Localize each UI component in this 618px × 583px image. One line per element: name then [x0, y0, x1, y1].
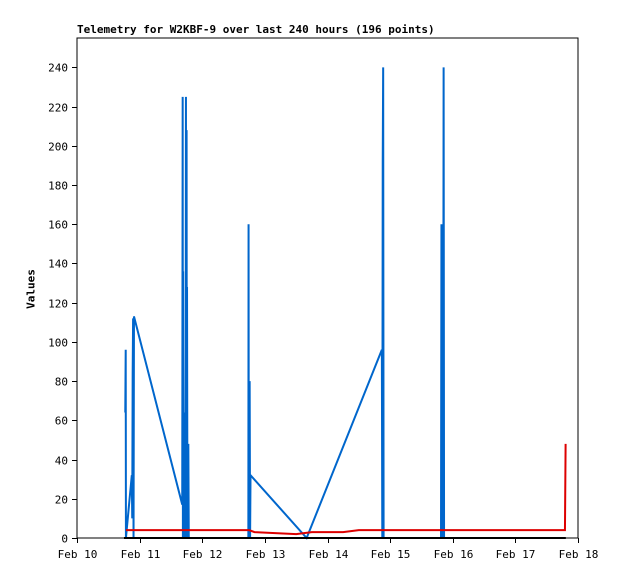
series-line-1 [125, 443, 567, 536]
y-axis-label: Values [24, 269, 38, 309]
y-tick-label: 240 [48, 62, 68, 75]
y-tick-label: 60 [55, 415, 68, 428]
y-tick-label: 180 [48, 180, 68, 193]
x-tick-label: Feb 15 [371, 548, 411, 561]
x-tick-label: Feb 16 [434, 548, 474, 561]
x-tick-label: Feb 12 [183, 548, 223, 561]
x-tick-label: Feb 11 [121, 548, 161, 561]
y-tick-label: 220 [48, 102, 68, 115]
series-line-0 [124, 67, 446, 540]
y-tick-label: 200 [48, 141, 68, 154]
y-tick-label: 80 [55, 376, 68, 389]
x-tick-label: Feb 17 [496, 548, 536, 561]
plot-frame [76, 37, 579, 539]
x-tick-label: Feb 10 [58, 548, 98, 561]
x-tick-label: Feb 14 [309, 548, 349, 561]
x-tick-label: Feb 13 [246, 548, 286, 561]
y-tick-label: 0 [61, 533, 68, 546]
y-tick-label: 120 [48, 298, 68, 311]
x-tick-label: Feb 18 [559, 548, 599, 561]
y-tick-label: 100 [48, 337, 68, 350]
y-tick-label: 40 [55, 455, 68, 468]
y-tick-label: 140 [48, 258, 68, 271]
y-tick-label: 20 [55, 494, 68, 507]
y-tick-label: 160 [48, 219, 68, 232]
chart-title: Telemetry for W2KBF-9 over last 240 hour… [77, 23, 435, 36]
